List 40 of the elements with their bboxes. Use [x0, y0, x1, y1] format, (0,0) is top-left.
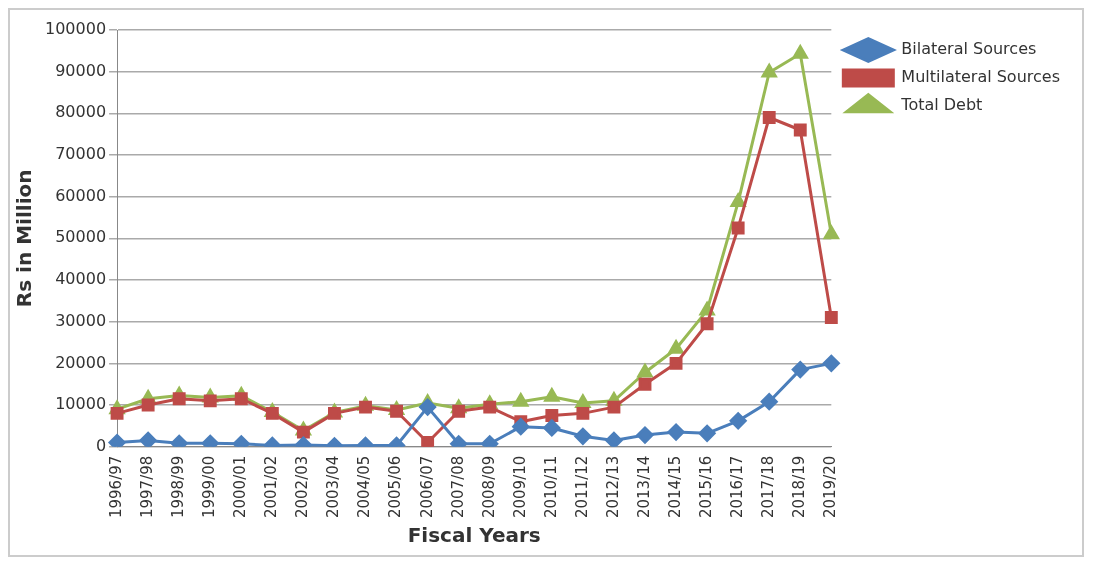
x-tick-label: 2011/12	[572, 455, 591, 519]
x-axis-title: Fiscal Years	[407, 523, 541, 548]
x-tick-label: 2004/05	[355, 455, 374, 519]
x-tick-label: 1997/98	[138, 455, 157, 519]
y-axis-title: Rs in Million	[12, 169, 37, 308]
x-tick-label: 2016/17	[728, 455, 747, 519]
x-tick-label: 2001/02	[262, 455, 281, 519]
y-tick-label: 30000	[55, 310, 107, 330]
x-tick-label: 2013/14	[634, 455, 653, 519]
x-tick-label: 1998/99	[169, 455, 188, 519]
y-tick-label: 40000	[55, 269, 107, 289]
x-tick-label: 2003/04	[324, 455, 343, 519]
x-tick-label: 2007/08	[448, 455, 467, 519]
x-tick-label: 2017/18	[759, 455, 778, 519]
x-tick-label: 2012/13	[603, 455, 622, 519]
y-tick-label: 100000	[45, 19, 107, 39]
x-tick-label: 2014/15	[665, 455, 684, 519]
x-tick-label: 1999/00	[200, 455, 219, 519]
y-tick-label: 60000	[55, 185, 107, 205]
legend-label: Total Debt	[900, 95, 983, 115]
x-tick-label: 2015/16	[696, 455, 715, 519]
x-tick-label: 1996/97	[106, 455, 125, 519]
x-tick-label: 2019/20	[821, 455, 840, 519]
y-tick-label: 70000	[55, 144, 107, 164]
y-tick-label: 90000	[55, 60, 107, 80]
y-tick-label: 0	[95, 435, 107, 455]
x-tick-label: 2006/07	[417, 455, 436, 519]
x-tick-label: 2010/11	[541, 455, 560, 519]
y-tick-label: 20000	[55, 352, 107, 372]
y-tick-label: 50000	[55, 227, 107, 247]
y-tick-label: 80000	[55, 102, 107, 122]
x-tick-label: 2000/01	[231, 455, 250, 519]
x-tick-label: 2018/19	[790, 455, 809, 519]
y-tick-label: 10000	[55, 394, 107, 414]
legend-label: Bilateral Sources	[901, 39, 1037, 59]
x-tick-label: 2009/10	[510, 455, 529, 519]
x-tick-label: 2008/09	[479, 455, 498, 519]
x-tick-label: 2005/06	[386, 455, 405, 519]
legend-label: Multilateral Sources	[901, 67, 1061, 87]
x-tick-label: 2002/03	[293, 455, 312, 519]
